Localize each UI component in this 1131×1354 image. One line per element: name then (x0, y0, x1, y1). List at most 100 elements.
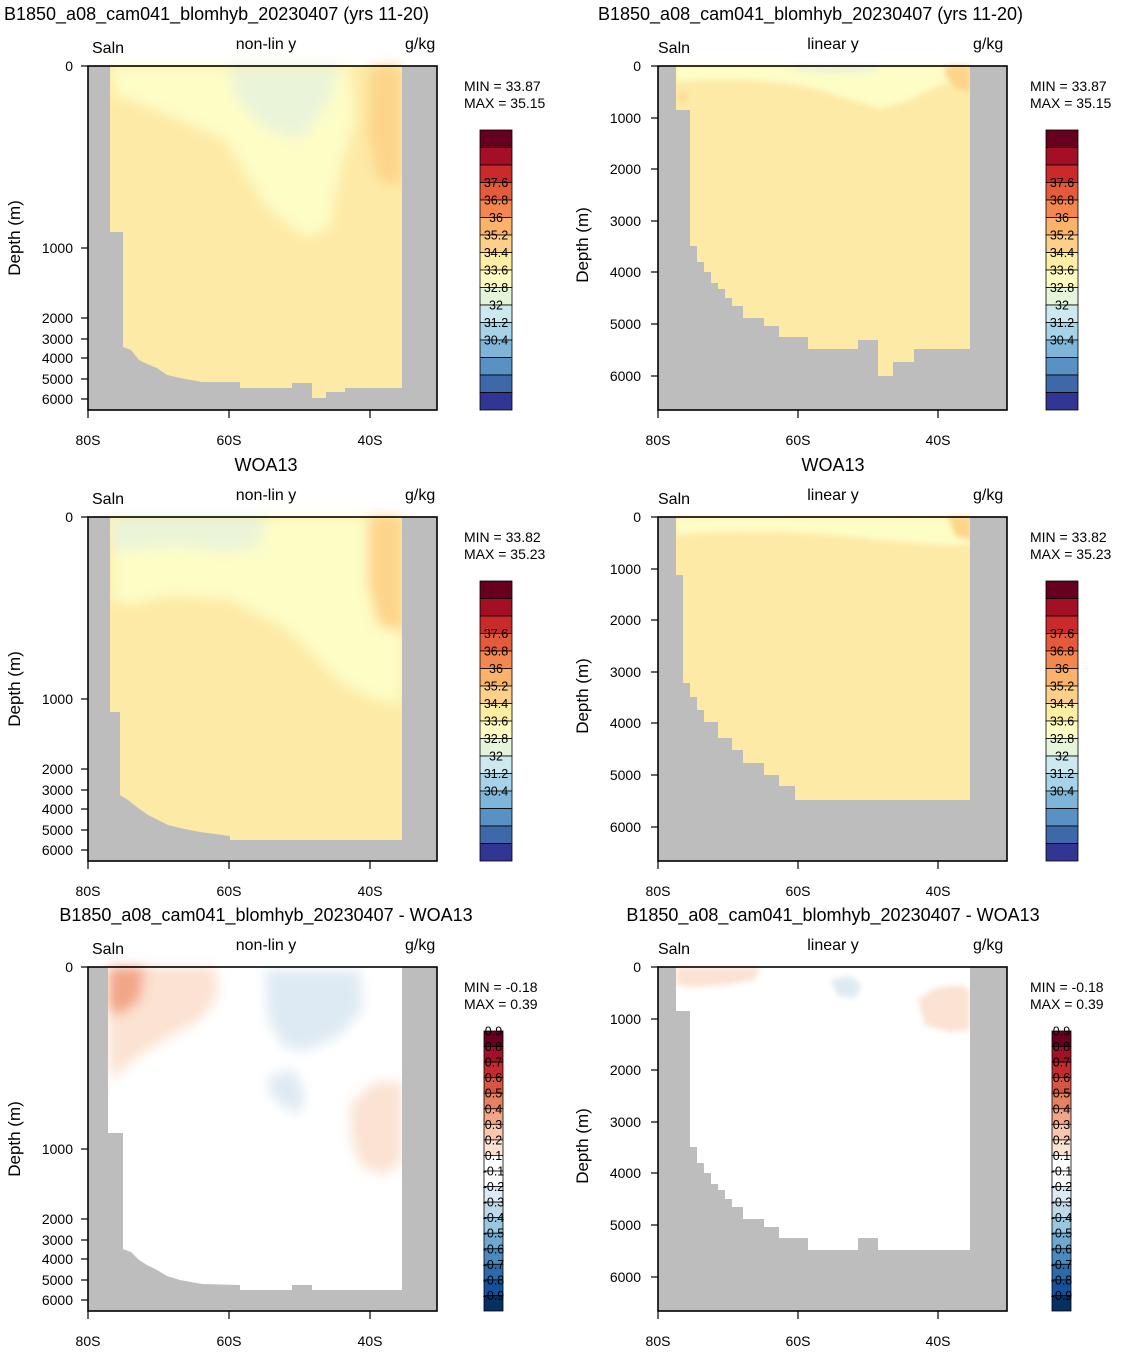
y-tick-label: 3000 (610, 213, 641, 229)
y-tick-label: 4000 (610, 264, 641, 280)
y-tick-label: 0 (633, 509, 641, 525)
colorbar-label: -0.1 (483, 1165, 505, 1179)
colorbar-label: 37.6 (484, 176, 508, 190)
variable-label: Saln (92, 491, 124, 508)
colorbar-label: 35.2 (1050, 229, 1074, 243)
y-tick-label: 0 (65, 509, 73, 525)
x-axis: 80S 60S 40S (76, 410, 383, 448)
max-label: MAX = 0.39 (1030, 996, 1104, 1012)
y-axis: 0 1000 2000 3000 4000 5000 6000 Depth (m… (5, 509, 88, 858)
y-tick-label: 1000 (610, 561, 641, 577)
panel-title: B1850_a08_cam041_blomhyb_20230407 (yrs 1… (4, 4, 429, 25)
y-tick-label: 0 (65, 58, 73, 74)
colorbar-label: 31.2 (484, 316, 508, 330)
colorbar-label: 0.7 (485, 1056, 502, 1070)
colorbar-label: 30.4 (1050, 785, 1074, 799)
y-tick-label: 6000 (610, 819, 641, 835)
min-label: MIN = 33.87 (464, 78, 541, 94)
plot-frame (87, 65, 438, 411)
y-tick-label: 4000 (42, 350, 73, 366)
y-tick-label: 3000 (610, 664, 641, 680)
plot-area (657, 65, 1008, 411)
colorbar-label: 0.4 (485, 1102, 502, 1116)
colorbar-label: 34.4 (484, 246, 508, 260)
variable-label: Saln (92, 40, 124, 57)
x-axis: 80S 60S 40S (76, 1311, 382, 1349)
contour-fills (676, 967, 970, 1032)
colorbar-label: 33.6 (1050, 264, 1074, 278)
colorbar-label: 30.4 (484, 334, 508, 348)
colorbar-swatch (479, 357, 513, 376)
y-tick-label: 4000 (610, 715, 641, 731)
colorbar-swatch (1045, 147, 1079, 166)
colorbar-label: 31.2 (1050, 767, 1074, 781)
y-tick-label: 4000 (42, 1251, 73, 1267)
colorbar-swatch (1045, 580, 1079, 599)
min-label: MIN = 33.82 (1030, 529, 1107, 545)
colorbar-label: 0.8 (1053, 1040, 1070, 1054)
colorbar-swatch (483, 1295, 504, 1312)
y-tick-label: 2000 (42, 310, 73, 326)
colorbar-swatch (1045, 374, 1079, 393)
units-label: g/kg (973, 487, 1003, 504)
x-tick-label: 60S (217, 883, 242, 899)
x-tick-label: 80S (646, 1333, 671, 1349)
colorbar-label: 32 (1055, 750, 1069, 764)
x-tick-label: 40S (358, 432, 383, 448)
colorbar-label: 36 (1055, 211, 1069, 225)
colorbar: 37.6 36.8 36 35.2 34.4 33.6 32.8 32 31.2 30.4 (479, 580, 513, 862)
y-tick-label: 3000 (42, 331, 73, 347)
y-axis: 0 1000 2000 3000 4000 5000 6000 Depth (m… (573, 509, 658, 835)
y-scale-label: non-lin y (236, 36, 296, 53)
plot-frame (87, 966, 438, 1312)
colorbar-label: 0.3 (1053, 1118, 1070, 1132)
colorbar-swatch (479, 843, 513, 862)
x-tick-label: 80S (76, 432, 101, 448)
colorbar-swatch (1045, 825, 1079, 844)
x-tick-label: 80S (646, 432, 671, 448)
colorbar-swatch (479, 580, 513, 599)
panel-title: B1850_a08_cam041_blomhyb_20230407 - WOA1… (59, 905, 472, 926)
y-axis: 0 1000 2000 3000 4000 5000 6000 Depth (m… (573, 58, 658, 384)
y-tick-label: 6000 (42, 842, 73, 858)
x-tick-label: 40S (926, 432, 951, 448)
variable-label: Saln (92, 941, 124, 958)
y-axis-label: Depth (m) (5, 1101, 24, 1177)
y-axis-label: Depth (m) (573, 207, 592, 283)
y-axis: 0 1000 2000 3000 4000 5000 6000 Depth (m… (5, 959, 88, 1308)
colorbar-label: 36 (489, 211, 503, 225)
x-tick-label: 40S (926, 1333, 951, 1349)
colorbar: 0.90.80.70.60.50.40.30.20.1-0.1-0.2-0.3-… (483, 1025, 505, 1312)
colorbar-label: 33.6 (484, 715, 508, 729)
units-label: g/kg (973, 937, 1003, 954)
panel-2: B1850_a08_cam041_blomhyb_20230407 (yrs 1… (573, 4, 1112, 448)
y-tick-label: 0 (633, 58, 641, 74)
colorbar-label: 37.6 (1050, 627, 1074, 641)
y-tick-label: 6000 (42, 1292, 73, 1308)
max-label: MAX = 35.23 (464, 546, 546, 562)
contour-fills (108, 517, 402, 705)
colorbar-label: -0.7 (483, 1258, 505, 1272)
colorbar-swatch (479, 129, 513, 148)
colorbar-label: 36.8 (484, 645, 508, 659)
units-label: g/kg (405, 36, 435, 53)
colorbar-label: 32.8 (484, 281, 508, 295)
y-tick-label: 0 (65, 959, 73, 975)
min-label: MIN = 33.87 (1030, 78, 1107, 94)
colorbar-label: 33.6 (484, 264, 508, 278)
colorbar-label: 0.2 (1053, 1133, 1070, 1147)
colorbar-swatch (479, 598, 513, 617)
colorbar-label: 32 (489, 750, 503, 764)
colorbar-swatch (1045, 129, 1079, 148)
y-axis: 0 1000 2000 3000 4000 5000 6000 Depth (m… (5, 58, 88, 407)
contour-fills (676, 517, 970, 545)
colorbar-label: -0.4 (483, 1211, 505, 1225)
colorbar-label: 0.9 (1053, 1025, 1070, 1039)
plot-area (87, 65, 438, 411)
colorbar-swatch (1045, 808, 1079, 827)
panel-title: B1850_a08_cam041_blomhyb_20230407 (yrs 1… (598, 4, 1023, 25)
y-tick-label: 6000 (42, 391, 73, 407)
variable-label: Saln (658, 941, 690, 958)
plot-area (87, 966, 438, 1312)
max-label: MAX = 35.15 (464, 95, 546, 111)
